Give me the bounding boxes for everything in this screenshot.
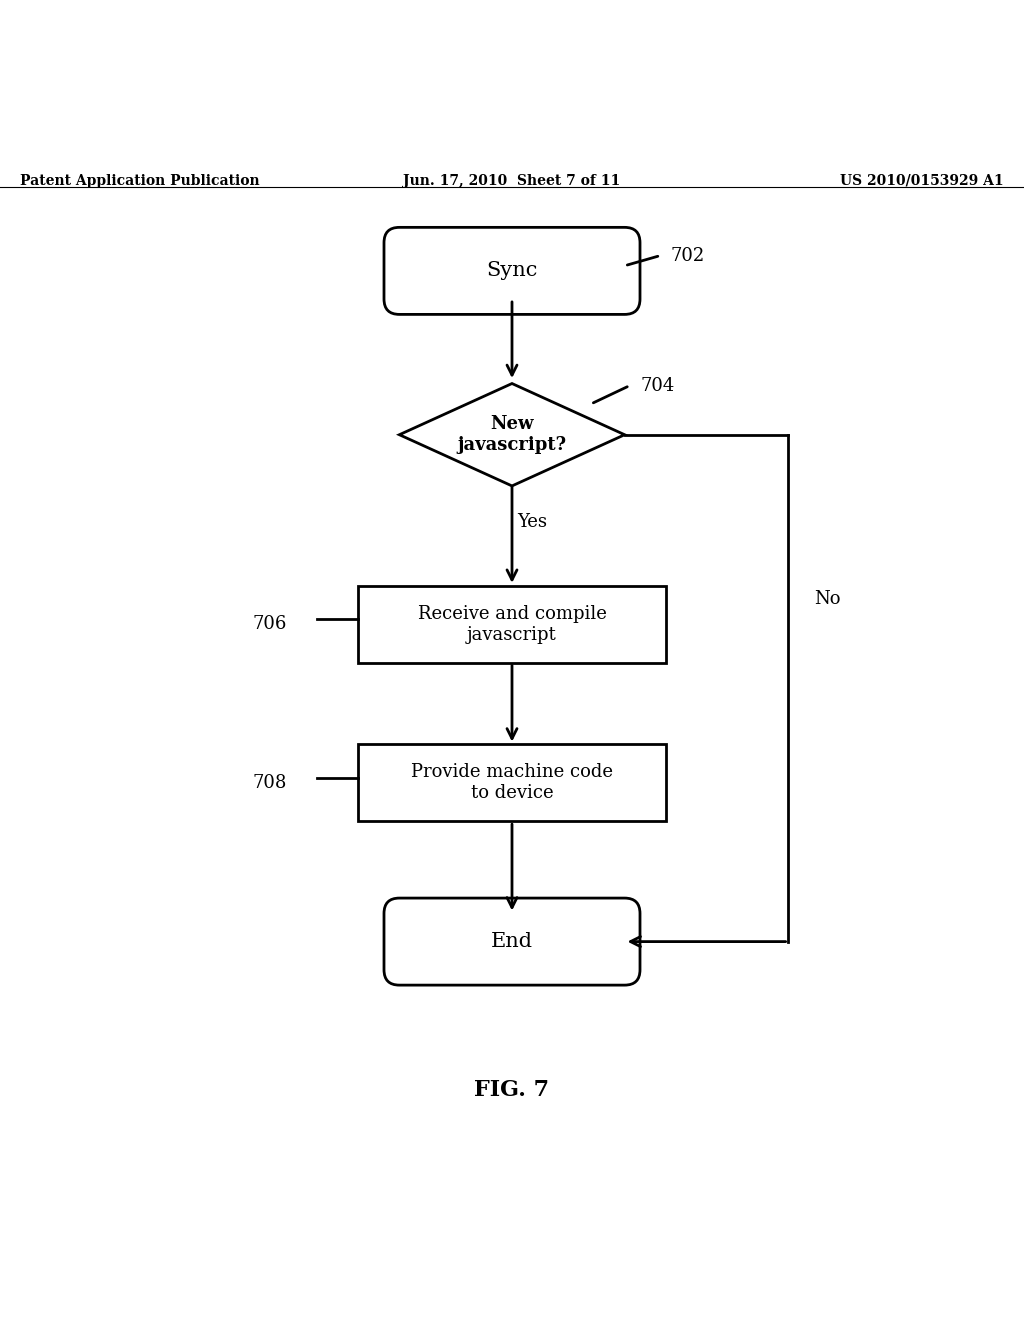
FancyBboxPatch shape	[384, 898, 640, 985]
Text: US 2010/0153929 A1: US 2010/0153929 A1	[840, 174, 1004, 187]
FancyBboxPatch shape	[358, 744, 666, 821]
Text: 708: 708	[252, 774, 287, 792]
Text: 704: 704	[640, 376, 674, 395]
Text: Receive and compile
javascript: Receive and compile javascript	[418, 605, 606, 644]
Text: New
javascript?: New javascript?	[458, 416, 566, 454]
Text: Jun. 17, 2010  Sheet 7 of 11: Jun. 17, 2010 Sheet 7 of 11	[403, 174, 621, 187]
Polygon shape	[399, 384, 625, 486]
Text: FIG. 7: FIG. 7	[474, 1078, 550, 1101]
Text: Sync: Sync	[486, 261, 538, 280]
Text: No: No	[814, 590, 841, 607]
Text: 702: 702	[671, 247, 705, 264]
Text: Provide machine code
to device: Provide machine code to device	[411, 763, 613, 803]
FancyBboxPatch shape	[358, 586, 666, 663]
FancyBboxPatch shape	[384, 227, 640, 314]
Text: Yes: Yes	[517, 512, 548, 531]
Text: Patent Application Publication: Patent Application Publication	[20, 174, 260, 187]
Text: 706: 706	[252, 615, 287, 634]
Text: End: End	[490, 932, 534, 952]
